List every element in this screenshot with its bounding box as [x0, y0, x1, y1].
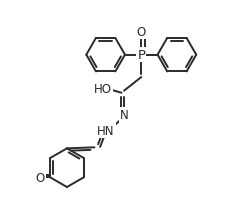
Text: O: O — [137, 26, 146, 39]
Text: P: P — [137, 49, 145, 62]
Text: O: O — [35, 171, 45, 184]
Text: HN: HN — [97, 124, 115, 137]
Text: N: N — [120, 109, 128, 122]
Text: HO: HO — [93, 82, 112, 95]
